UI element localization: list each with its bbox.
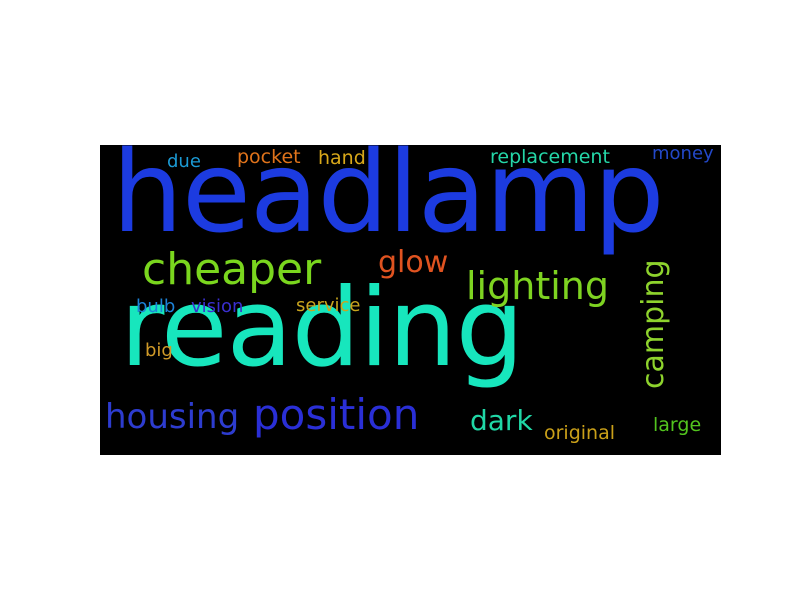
word-position: position <box>253 390 420 439</box>
word-glow: glow <box>378 245 449 280</box>
word-housing: housing <box>105 397 240 437</box>
word-camping: camping <box>636 259 671 389</box>
word-replacement: replacement <box>490 146 610 168</box>
word-headlamp: headlamp <box>112 145 665 258</box>
word-big: big <box>145 340 173 361</box>
word-lighting: lighting <box>466 264 609 308</box>
word-reading: reading <box>120 266 524 391</box>
word-bulb: bulb <box>136 296 176 317</box>
word-cheaper: cheaper <box>142 244 322 295</box>
word-due: due <box>167 151 201 172</box>
word-original: original <box>544 422 616 444</box>
word-cloud: headlamp reading cheaper glow lighting c… <box>100 145 721 455</box>
word-service: service <box>296 295 361 316</box>
word-vision: vision <box>191 296 244 317</box>
word-dark: dark <box>470 404 533 437</box>
word-hand: hand <box>318 147 366 169</box>
word-pocket: pocket <box>237 146 301 168</box>
word-large: large <box>653 414 702 436</box>
word-money: money <box>652 145 714 164</box>
